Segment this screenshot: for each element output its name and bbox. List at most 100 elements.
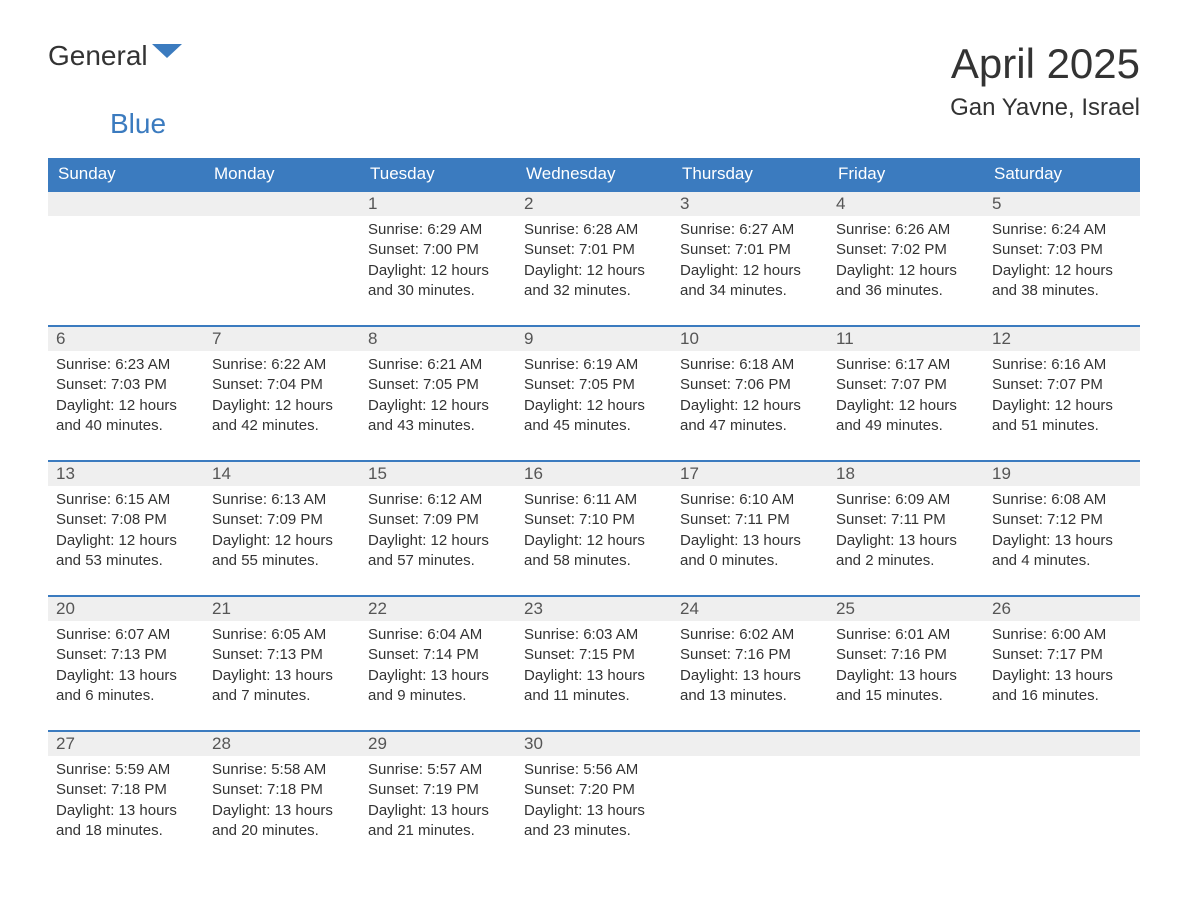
logo: General	[48, 40, 186, 72]
daylight-line: Daylight: 12 hours and 45 minutes.	[524, 396, 664, 437]
day-number: 13	[48, 462, 204, 486]
day-body: Sunrise: 6:07 AMSunset: 7:13 PMDaylight:…	[48, 621, 204, 730]
sunrise-line: Sunrise: 6:01 AM	[836, 625, 976, 645]
sunset-line: Sunset: 7:01 PM	[524, 240, 664, 260]
sunrise-line: Sunrise: 6:27 AM	[680, 220, 820, 240]
calendar-day	[828, 731, 984, 865]
location: Gan Yavne, Israel	[950, 94, 1140, 122]
day-body: Sunrise: 6:09 AMSunset: 7:11 PMDaylight:…	[828, 486, 984, 595]
sunset-line: Sunset: 7:09 PM	[212, 510, 352, 530]
calendar-day: 17Sunrise: 6:10 AMSunset: 7:11 PMDayligh…	[672, 461, 828, 596]
calendar-day	[48, 191, 204, 326]
calendar-day: 11Sunrise: 6:17 AMSunset: 7:07 PMDayligh…	[828, 326, 984, 461]
day-number: 14	[204, 462, 360, 486]
day-number: 24	[672, 597, 828, 621]
calendar-week: 20Sunrise: 6:07 AMSunset: 7:13 PMDayligh…	[48, 596, 1140, 731]
sunrise-line: Sunrise: 6:04 AM	[368, 625, 508, 645]
sunset-line: Sunset: 7:18 PM	[212, 780, 352, 800]
day-body: Sunrise: 5:57 AMSunset: 7:19 PMDaylight:…	[360, 756, 516, 865]
sunrise-line: Sunrise: 6:09 AM	[836, 490, 976, 510]
daylight-line: Daylight: 12 hours and 51 minutes.	[992, 396, 1132, 437]
sunrise-line: Sunrise: 5:58 AM	[212, 760, 352, 780]
calendar-day: 2Sunrise: 6:28 AMSunset: 7:01 PMDaylight…	[516, 191, 672, 326]
day-body: Sunrise: 6:12 AMSunset: 7:09 PMDaylight:…	[360, 486, 516, 595]
day-number: 7	[204, 327, 360, 351]
day-number: 6	[48, 327, 204, 351]
sunset-line: Sunset: 7:02 PM	[836, 240, 976, 260]
day-number: 25	[828, 597, 984, 621]
sunrise-line: Sunrise: 6:22 AM	[212, 355, 352, 375]
calendar-day: 21Sunrise: 6:05 AMSunset: 7:13 PMDayligh…	[204, 596, 360, 731]
day-body: Sunrise: 6:13 AMSunset: 7:09 PMDaylight:…	[204, 486, 360, 595]
daylight-line: Daylight: 12 hours and 38 minutes.	[992, 261, 1132, 302]
day-number: 1	[360, 192, 516, 216]
day-number: 5	[984, 192, 1140, 216]
daylight-line: Daylight: 12 hours and 43 minutes.	[368, 396, 508, 437]
sunrise-line: Sunrise: 6:02 AM	[680, 625, 820, 645]
sunset-line: Sunset: 7:13 PM	[56, 645, 196, 665]
sunrise-line: Sunrise: 6:00 AM	[992, 625, 1132, 645]
sunrise-line: Sunrise: 6:17 AM	[836, 355, 976, 375]
day-number: 30	[516, 732, 672, 756]
daylight-line: Daylight: 13 hours and 2 minutes.	[836, 531, 976, 572]
day-number: 15	[360, 462, 516, 486]
sunset-line: Sunset: 7:08 PM	[56, 510, 196, 530]
title-block: April 2025 Gan Yavne, Israel	[950, 40, 1140, 122]
sunset-line: Sunset: 7:05 PM	[368, 375, 508, 395]
day-number	[828, 732, 984, 756]
sunset-line: Sunset: 7:16 PM	[836, 645, 976, 665]
sunrise-line: Sunrise: 6:12 AM	[368, 490, 508, 510]
day-body: Sunrise: 5:59 AMSunset: 7:18 PMDaylight:…	[48, 756, 204, 865]
sunset-line: Sunset: 7:03 PM	[56, 375, 196, 395]
sunrise-line: Sunrise: 6:21 AM	[368, 355, 508, 375]
day-header: Wednesday	[516, 158, 672, 191]
day-number	[672, 732, 828, 756]
daylight-line: Daylight: 13 hours and 21 minutes.	[368, 801, 508, 842]
calendar-table: SundayMondayTuesdayWednesdayThursdayFrid…	[48, 158, 1140, 865]
day-body: Sunrise: 5:56 AMSunset: 7:20 PMDaylight:…	[516, 756, 672, 865]
sunset-line: Sunset: 7:00 PM	[368, 240, 508, 260]
sunset-line: Sunset: 7:04 PM	[212, 375, 352, 395]
calendar-day: 18Sunrise: 6:09 AMSunset: 7:11 PMDayligh…	[828, 461, 984, 596]
logo-flag-icon	[152, 44, 182, 69]
day-number: 11	[828, 327, 984, 351]
day-number: 28	[204, 732, 360, 756]
sunrise-line: Sunrise: 5:56 AM	[524, 760, 664, 780]
day-body: Sunrise: 6:24 AMSunset: 7:03 PMDaylight:…	[984, 216, 1140, 325]
day-number: 12	[984, 327, 1140, 351]
day-body: Sunrise: 6:21 AMSunset: 7:05 PMDaylight:…	[360, 351, 516, 460]
day-body: Sunrise: 6:01 AMSunset: 7:16 PMDaylight:…	[828, 621, 984, 730]
sunrise-line: Sunrise: 6:23 AM	[56, 355, 196, 375]
day-header: Sunday	[48, 158, 204, 191]
calendar-week: 27Sunrise: 5:59 AMSunset: 7:18 PMDayligh…	[48, 731, 1140, 865]
day-body: Sunrise: 6:27 AMSunset: 7:01 PMDaylight:…	[672, 216, 828, 325]
calendar-day: 1Sunrise: 6:29 AMSunset: 7:00 PMDaylight…	[360, 191, 516, 326]
daylight-line: Daylight: 12 hours and 57 minutes.	[368, 531, 508, 572]
daylight-line: Daylight: 13 hours and 4 minutes.	[992, 531, 1132, 572]
month-year: April 2025	[950, 40, 1140, 88]
daylight-line: Daylight: 13 hours and 9 minutes.	[368, 666, 508, 707]
day-header: Thursday	[672, 158, 828, 191]
daylight-line: Daylight: 13 hours and 23 minutes.	[524, 801, 664, 842]
day-body: Sunrise: 6:02 AMSunset: 7:16 PMDaylight:…	[672, 621, 828, 730]
day-number: 22	[360, 597, 516, 621]
daylight-line: Daylight: 12 hours and 53 minutes.	[56, 531, 196, 572]
day-number: 18	[828, 462, 984, 486]
day-number: 17	[672, 462, 828, 486]
calendar-week: 1Sunrise: 6:29 AMSunset: 7:00 PMDaylight…	[48, 191, 1140, 326]
daylight-line: Daylight: 12 hours and 36 minutes.	[836, 261, 976, 302]
sunrise-line: Sunrise: 6:16 AM	[992, 355, 1132, 375]
calendar-day: 9Sunrise: 6:19 AMSunset: 7:05 PMDaylight…	[516, 326, 672, 461]
day-body: Sunrise: 6:00 AMSunset: 7:17 PMDaylight:…	[984, 621, 1140, 730]
calendar-day: 15Sunrise: 6:12 AMSunset: 7:09 PMDayligh…	[360, 461, 516, 596]
calendar-day: 27Sunrise: 5:59 AMSunset: 7:18 PMDayligh…	[48, 731, 204, 865]
day-body: Sunrise: 6:17 AMSunset: 7:07 PMDaylight:…	[828, 351, 984, 460]
day-number: 19	[984, 462, 1140, 486]
day-number: 21	[204, 597, 360, 621]
day-header: Tuesday	[360, 158, 516, 191]
logo-word-2: Blue	[110, 108, 166, 139]
sunset-line: Sunset: 7:11 PM	[836, 510, 976, 530]
daylight-line: Daylight: 13 hours and 7 minutes.	[212, 666, 352, 707]
daylight-line: Daylight: 13 hours and 6 minutes.	[56, 666, 196, 707]
sunset-line: Sunset: 7:18 PM	[56, 780, 196, 800]
